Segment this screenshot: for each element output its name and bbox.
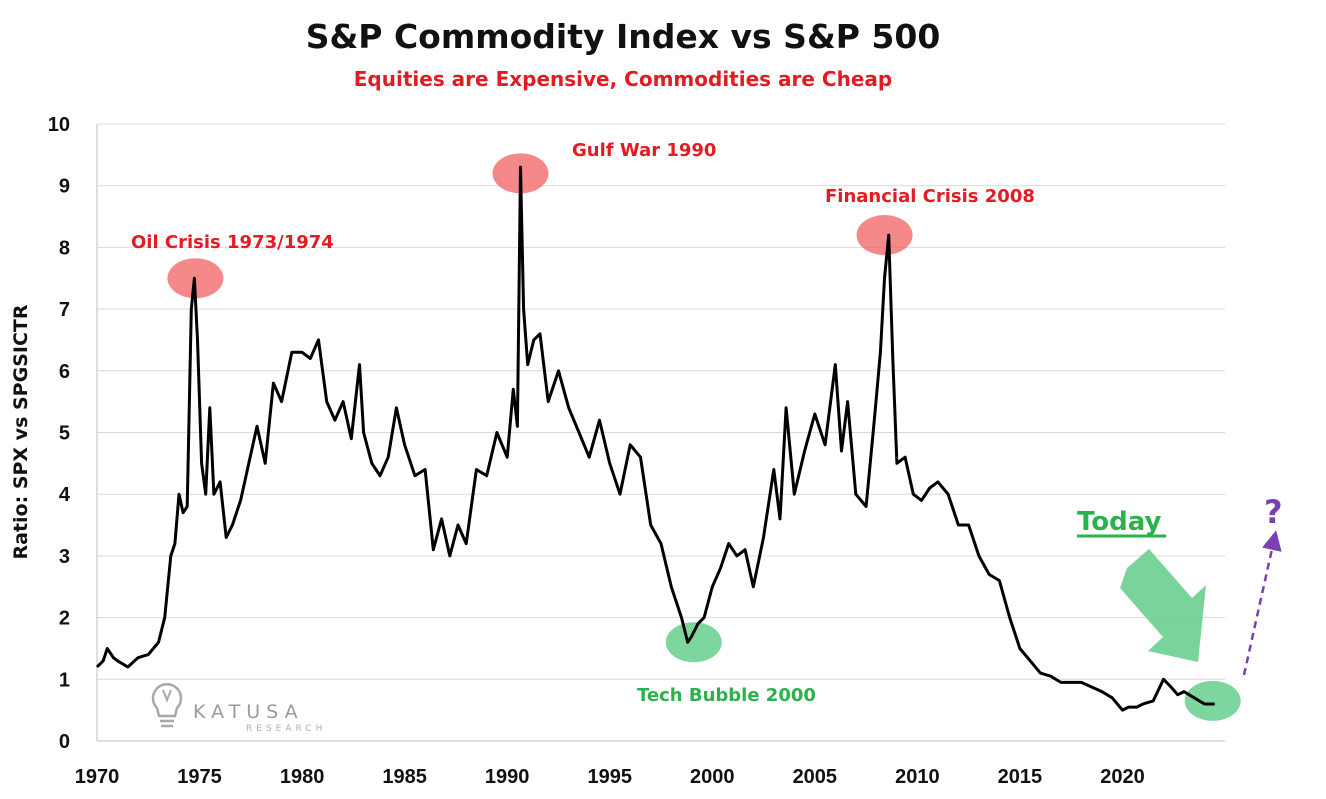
y-tick-label: 8 [59,237,70,259]
annotation-oil-crisis: Oil Crisis 1973/1974 [131,232,334,253]
y-tick-labels: 0 1 2 3 4 5 6 7 8 9 10 [48,114,71,753]
highlight-ellipse [856,215,913,256]
y-tick-label: 5 [59,423,70,445]
x-tick-label: 2005 [793,766,838,788]
annotation-question-mark: ? [1264,493,1283,531]
x-tick-label: 1995 [587,766,632,788]
upside-arrow [1242,530,1282,676]
today-arrow [1120,549,1206,662]
annotation-financial-crisis: Financial Crisis 2008 [825,186,1035,207]
y-tick-label: 2 [59,608,70,630]
y-tick-label: 0 [59,731,70,753]
x-tick-label: 1985 [382,766,427,788]
annotation-tech-bubble: Tech Bubble 2000 [637,685,816,706]
x-tick-label: 1980 [280,766,325,788]
gridlines [97,123,1225,680]
lightbulb-icon [151,682,183,728]
x-tick-labels: 1970 1975 1980 1985 1990 1995 2000 2005 2010 2015… [75,766,1145,788]
y-tick-label: 3 [59,546,70,568]
chart-title: S&P Commodity Index vs S&P 500 [306,17,941,56]
y-tick-label: 1 [59,669,70,691]
x-tick-label: 1990 [485,766,530,788]
y-tick-label: 9 [59,176,70,198]
x-tick-label: 1975 [177,766,222,788]
y-tick-label: 6 [59,361,70,383]
chart-subtitle: Equities are Expensive, Commodities are … [354,67,892,91]
annotation-today: Today [1077,507,1162,537]
logo-subtitle: RESEARCH [246,724,326,734]
highlight-ellipse [665,622,722,663]
x-tick-label: 2015 [998,766,1043,788]
highlight-ellipse [1184,680,1241,721]
axes [96,124,1225,742]
annotation-gulf-war: Gulf War 1990 [572,140,716,161]
katusa-logo: KATUSA RESEARCH [151,682,326,734]
y-axis-label: Ratio: SPX vs SPGSICTR [10,304,32,559]
y-tick-label: 4 [59,484,71,506]
x-tick-label: 2020 [1100,766,1145,788]
x-tick-label: 2000 [690,766,735,788]
y-tick-label: 10 [48,114,70,136]
ratio-series-line [95,165,1215,712]
logo-wordmark: KATUSA [193,701,304,723]
x-tick-label: 2010 [895,766,940,788]
y-tick-label: 7 [59,299,70,321]
x-tick-label: 1970 [75,766,120,788]
